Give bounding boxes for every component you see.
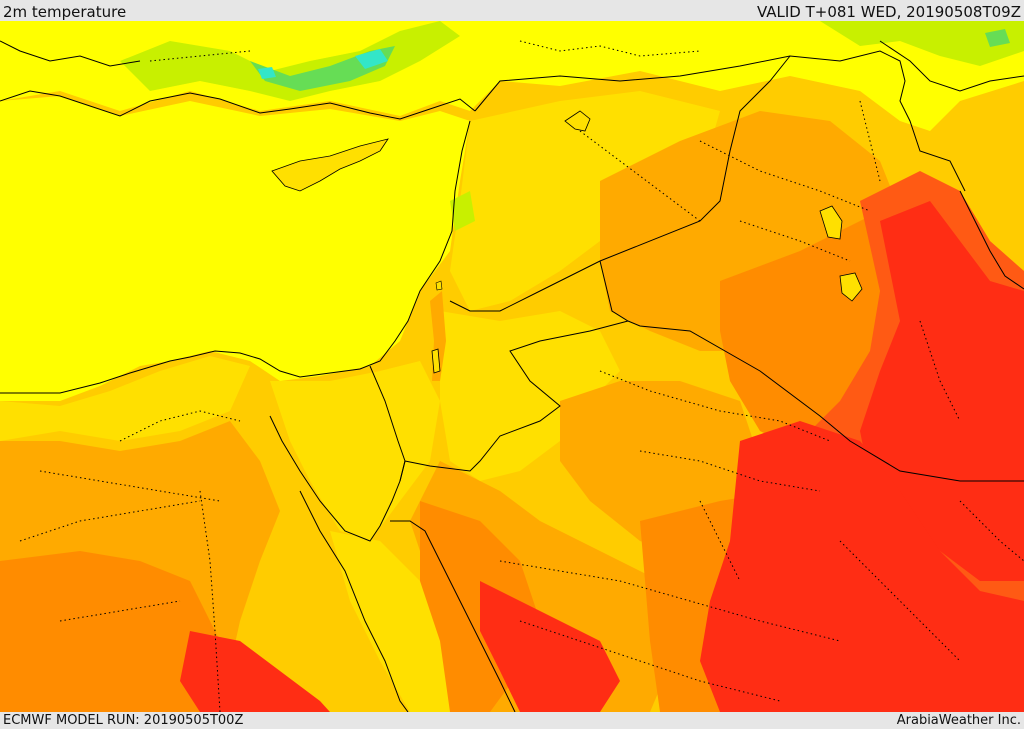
levant-yellow-gold xyxy=(450,91,720,311)
egypt-coast-yellow-gold xyxy=(0,356,250,441)
dead-sea xyxy=(431,348,441,374)
cyprus-island xyxy=(271,138,389,192)
header-bar: 2m temperature VALID T+081 WED, 20190508… xyxy=(0,0,1024,21)
cyan-spot-2 xyxy=(258,67,276,79)
sea-of-galilee xyxy=(435,280,443,291)
northeast-cyan-spot xyxy=(985,29,1010,47)
footer-bar: ECMWF MODEL RUN: 20190505T00Z ArabiaWeat… xyxy=(0,712,1024,729)
map-title: 2m temperature xyxy=(3,3,127,21)
jordan-yellow-gold xyxy=(440,311,620,481)
iraq-lake-razazah xyxy=(839,272,863,302)
model-run: ECMWF MODEL RUN: 20190505T00Z xyxy=(3,713,244,728)
arabia-red xyxy=(700,421,1024,712)
temperature-map[interactable] xyxy=(0,21,1024,712)
lake-assad xyxy=(564,110,591,132)
iraq-lake-tharthar xyxy=(819,205,843,240)
northern-yellow-field xyxy=(0,21,1024,131)
northern-green-patch xyxy=(120,21,460,101)
coastlines xyxy=(0,40,1024,712)
cyan-spot xyxy=(355,49,388,69)
sinai-yellow-gold xyxy=(270,361,440,541)
levant-light-green-spot xyxy=(450,191,475,231)
valid-time: VALID T+081 WED, 20190508T09Z xyxy=(756,3,1021,21)
northeast-green-patch xyxy=(820,21,1024,66)
credit-text: ArabiaWeather Inc. xyxy=(896,713,1021,728)
mediterranean-sea xyxy=(0,96,470,401)
hejaz-red xyxy=(480,581,620,712)
gulf-red xyxy=(860,201,1024,581)
province-borders xyxy=(19,40,1024,712)
red-sea-yellow-gold xyxy=(330,531,470,712)
egypt-red xyxy=(180,631,330,712)
